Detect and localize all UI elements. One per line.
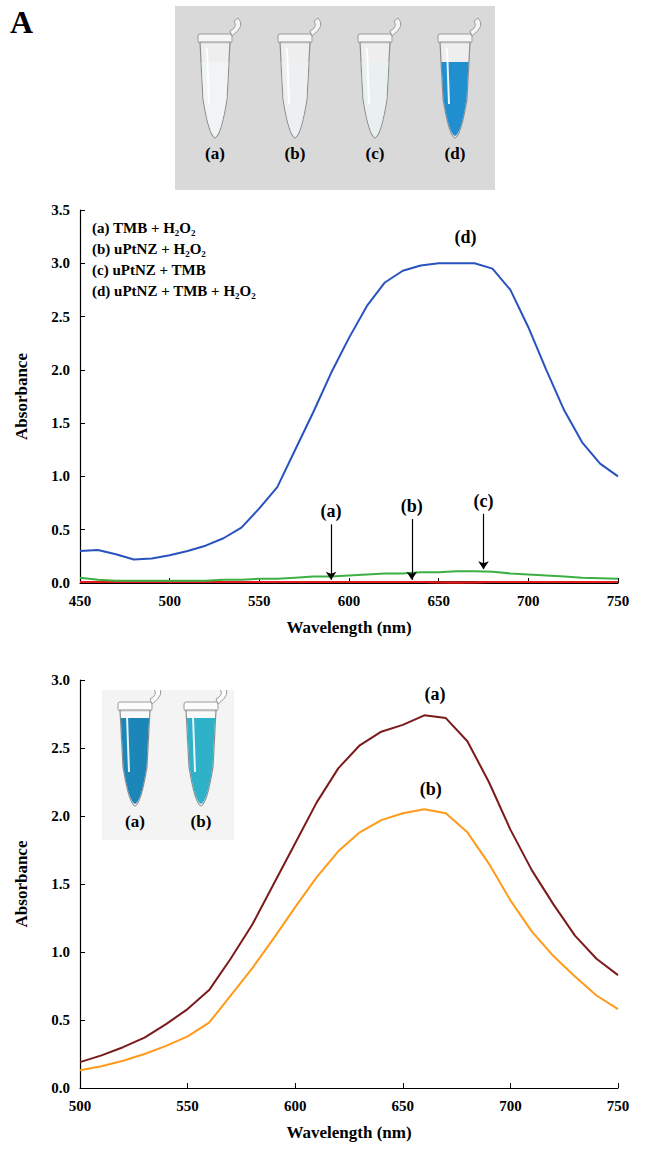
svg-text:(c): (c) bbox=[474, 491, 494, 512]
svg-text:600: 600 bbox=[338, 593, 361, 609]
svg-text:650: 650 bbox=[392, 1098, 415, 1114]
html-text:A: A bbox=[10, 4, 34, 40]
svg-text:3.0: 3.0 bbox=[51, 255, 70, 271]
svg-text:550: 550 bbox=[176, 1098, 199, 1114]
svg-text:Absorbance: Absorbance bbox=[12, 840, 31, 927]
svg-text:550: 550 bbox=[248, 593, 271, 609]
svg-text:0.0: 0.0 bbox=[51, 1080, 70, 1096]
html-text:B: B bbox=[8, 690, 30, 726]
svg-text:1.5: 1.5 bbox=[51, 876, 70, 892]
svg-text:3.5: 3.5 bbox=[51, 202, 70, 218]
svg-text:2.0: 2.0 bbox=[51, 808, 70, 824]
svg-text:(c) uPtNZ + TMB: (c) uPtNZ + TMB bbox=[92, 262, 206, 279]
svg-text:2.5: 2.5 bbox=[51, 309, 70, 325]
html-text:(b): (b) bbox=[190, 812, 212, 831]
svg-text:700: 700 bbox=[517, 593, 540, 609]
svg-text:750: 750 bbox=[607, 593, 630, 609]
svg-text:(b): (b) bbox=[401, 496, 423, 517]
svg-text:2.0: 2.0 bbox=[51, 362, 70, 378]
svg-text:(b): (b) bbox=[420, 779, 442, 800]
svg-text:600: 600 bbox=[284, 1098, 307, 1114]
svg-text:(a) TMB + H₂O₂: (a) TMB + H₂O₂ bbox=[92, 220, 196, 237]
html-text:(d): (d) bbox=[444, 144, 466, 163]
svg-text:0.5: 0.5 bbox=[51, 1012, 70, 1028]
svg-text:0.5: 0.5 bbox=[51, 522, 70, 538]
svg-text:(a): (a) bbox=[425, 684, 446, 705]
html-text:(a): (a) bbox=[205, 144, 225, 163]
svg-text:650: 650 bbox=[427, 593, 450, 609]
svg-text:450: 450 bbox=[69, 593, 92, 609]
svg-text:3.0: 3.0 bbox=[51, 672, 70, 688]
svg-text:(d) uPtNZ + TMB + H₂O₂: (d) uPtNZ + TMB + H₂O₂ bbox=[92, 283, 256, 300]
svg-text:1.0: 1.0 bbox=[51, 468, 70, 484]
svg-text:Wavelength (nm): Wavelength (nm) bbox=[286, 1123, 411, 1142]
svg-text:500: 500 bbox=[158, 593, 181, 609]
svg-text:0.0: 0.0 bbox=[51, 575, 70, 591]
svg-text:(d): (d) bbox=[455, 227, 477, 248]
svg-text:1.5: 1.5 bbox=[51, 415, 70, 431]
svg-text:700: 700 bbox=[499, 1098, 522, 1114]
svg-text:(b) uPtNZ + H₂O₂: (b) uPtNZ + H₂O₂ bbox=[92, 241, 206, 258]
svg-text:1.0: 1.0 bbox=[51, 944, 70, 960]
svg-text:500: 500 bbox=[69, 1098, 92, 1114]
html-text:(b): (b) bbox=[284, 144, 306, 163]
html-text:(a): (a) bbox=[125, 812, 145, 831]
svg-text:(a): (a) bbox=[321, 501, 342, 522]
svg-text:750: 750 bbox=[607, 1098, 630, 1114]
svg-text:Wavelength (nm): Wavelength (nm) bbox=[286, 618, 411, 637]
html-text:(c): (c) bbox=[365, 144, 385, 163]
svg-text:Absorbance: Absorbance bbox=[12, 353, 31, 440]
svg-text:2.5: 2.5 bbox=[51, 740, 70, 756]
